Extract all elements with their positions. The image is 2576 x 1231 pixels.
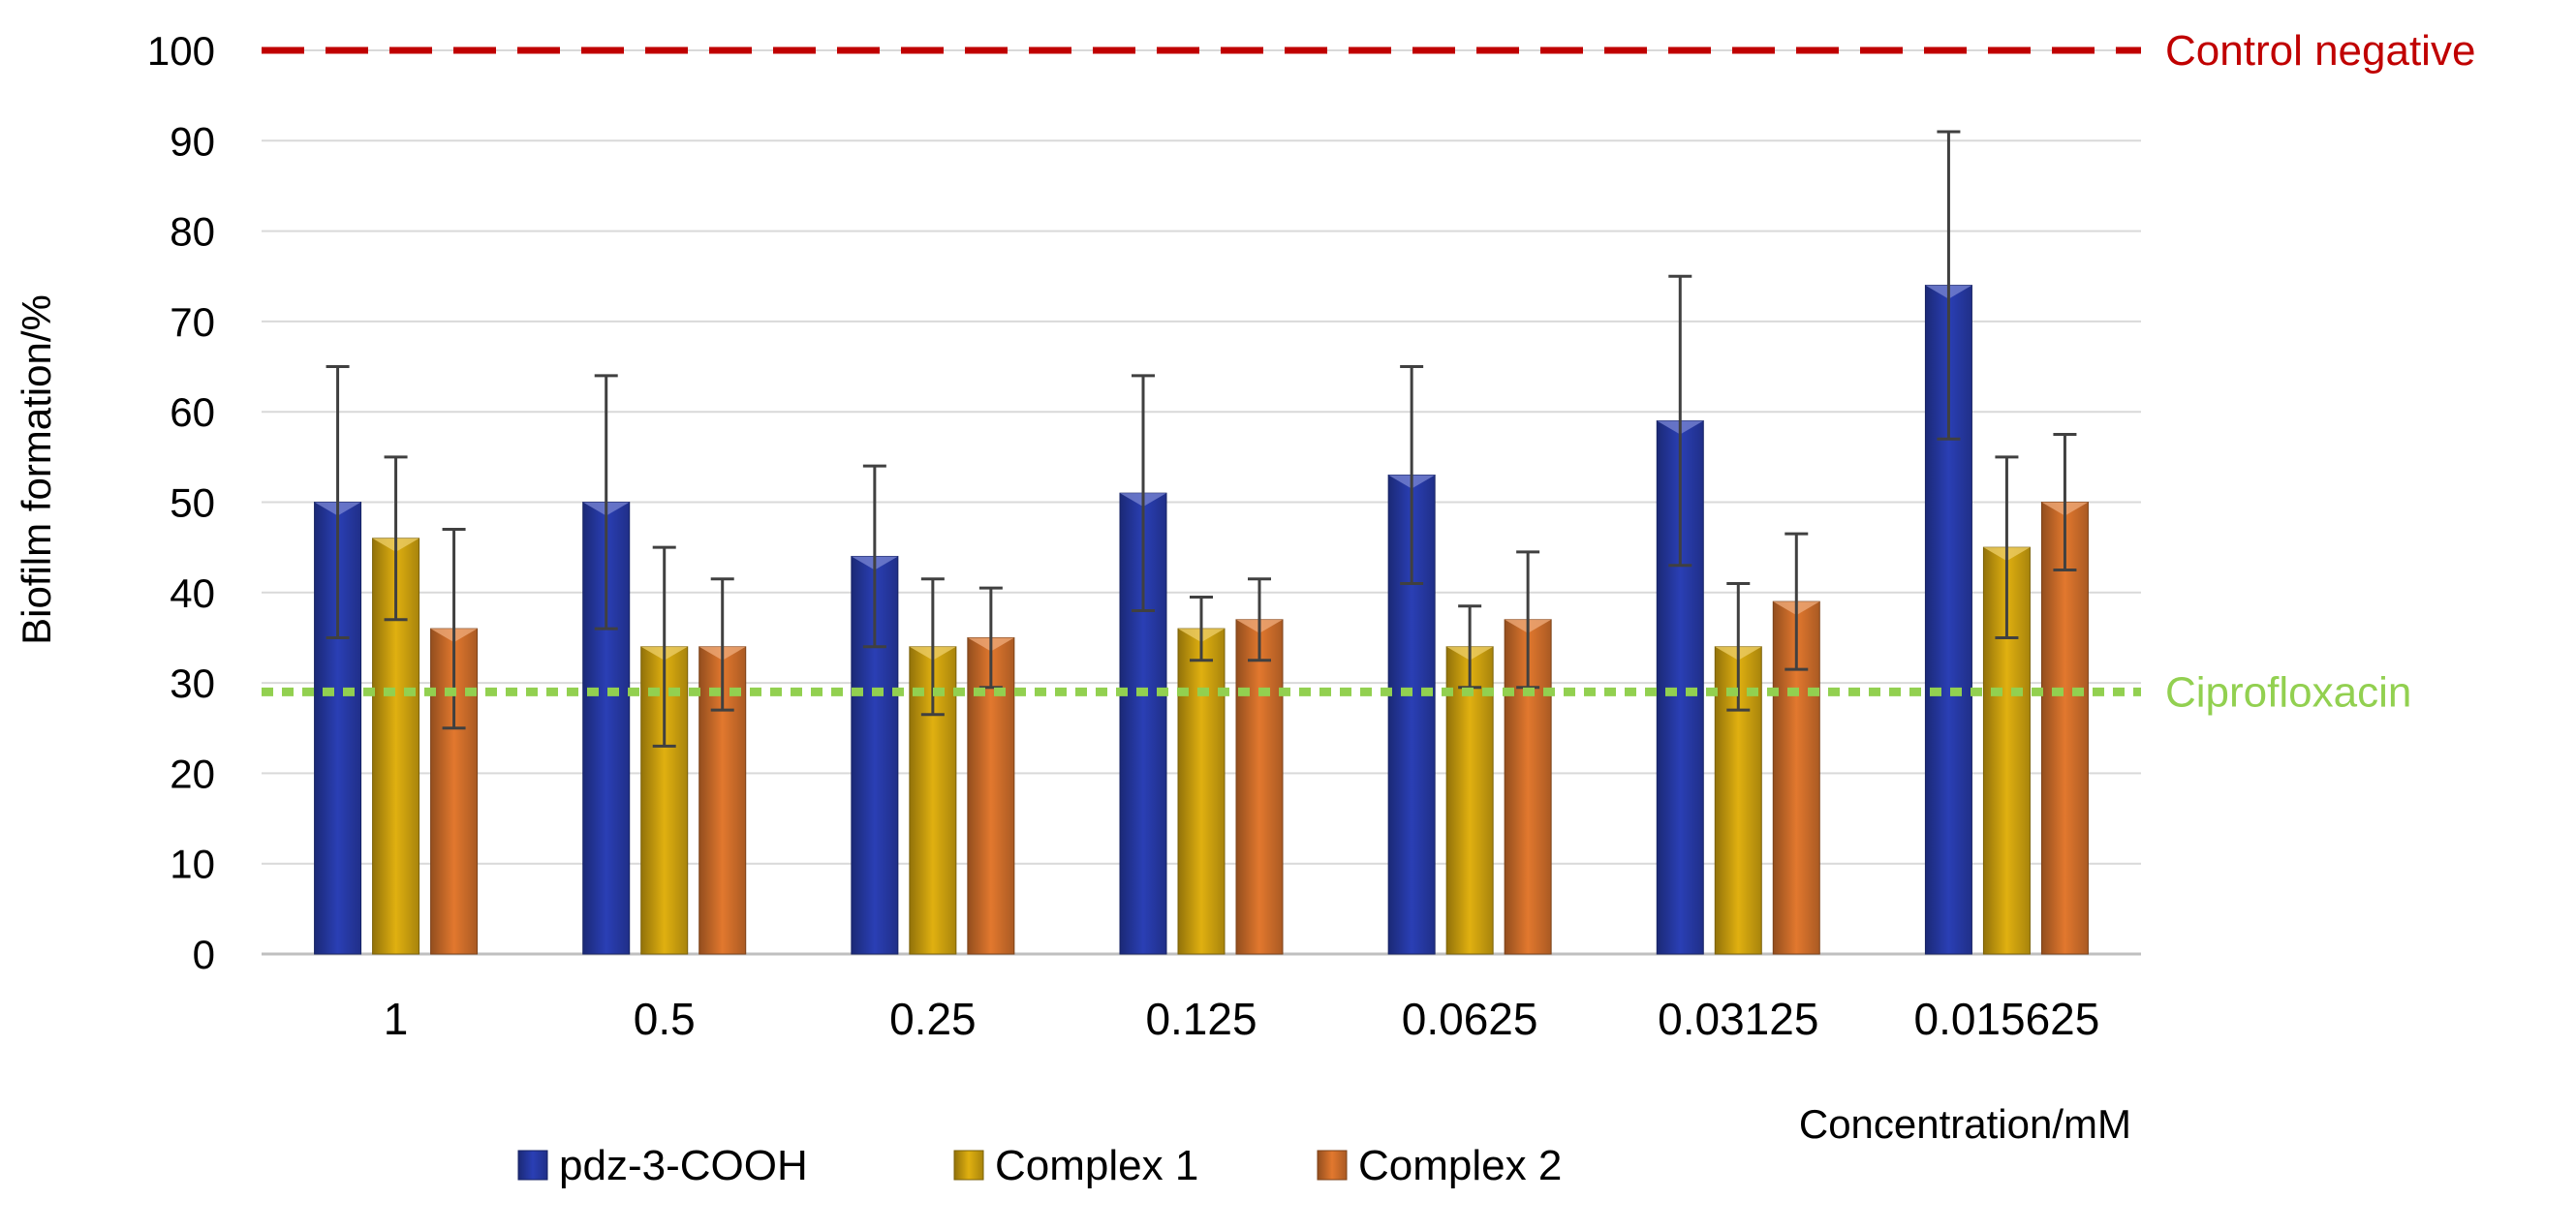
- error-bar: [594, 374, 618, 631]
- y-axis-label: Biofilm formation/%: [14, 294, 59, 645]
- error-bar: [1668, 274, 1692, 568]
- error-bar: [1995, 455, 2019, 639]
- y-tick-label: 70: [170, 299, 215, 345]
- error-bar: [1400, 365, 1424, 585]
- y-tick-label: 50: [170, 480, 215, 526]
- error-bar: [1132, 374, 1155, 612]
- y-tick-label: 20: [170, 751, 215, 796]
- y-tick-label: 40: [170, 570, 215, 616]
- ciprofloxacin-label: Ciprofloxacin: [2165, 668, 2411, 716]
- bar: [1445, 646, 1494, 955]
- legend-swatch: [953, 1150, 984, 1181]
- error-bar: [326, 365, 350, 639]
- error-bar: [1726, 581, 1751, 712]
- x-axis-label: Concentration/mM: [1799, 1101, 2131, 1147]
- x-tick-label: 0.125: [1145, 994, 1257, 1044]
- bar: [1235, 619, 1284, 955]
- y-tick-label: 10: [170, 842, 215, 887]
- error-bar: [2053, 433, 2077, 571]
- error-bar: [1785, 532, 1809, 671]
- bar: [2040, 502, 2089, 955]
- error-bar: [862, 464, 886, 649]
- error-bar: [1190, 595, 1213, 662]
- legend-item: pdz-3-COOH: [517, 1142, 808, 1189]
- x-tick-label: 0.25: [889, 994, 977, 1044]
- x-tick-label: 0.03125: [1658, 994, 1818, 1044]
- y-tick-label: 60: [170, 389, 215, 435]
- error-bar: [710, 577, 734, 712]
- error-bar: [1248, 577, 1271, 662]
- legend-item: Complex 2: [1317, 1142, 1562, 1189]
- y-tick-label: 90: [170, 118, 215, 164]
- error-bar: [652, 545, 676, 748]
- x-tick-label: 0.5: [634, 994, 696, 1044]
- legend: pdz-3-COOH Complex 1 Complex 2: [517, 1142, 1562, 1189]
- legend-label: pdz-3-COOH: [559, 1142, 808, 1189]
- y-tick-label: 30: [170, 661, 215, 706]
- legend-label: Complex 1: [995, 1142, 1198, 1189]
- legend-item: Complex 1: [953, 1142, 1198, 1189]
- legend-swatch: [517, 1150, 548, 1181]
- x-tick-label: 0.015625: [1913, 994, 2099, 1044]
- y-tick-label: 0: [193, 932, 215, 977]
- x-tick-label: 1: [384, 994, 409, 1044]
- error-bar: [1937, 130, 1961, 441]
- x-tick-label: 0.0625: [1402, 994, 1538, 1044]
- error-bar: [920, 577, 945, 717]
- error-bar: [978, 586, 1003, 690]
- bar: [1177, 628, 1226, 955]
- control-negative-label: Control negative: [2165, 27, 2475, 75]
- legend-label: Complex 2: [1358, 1142, 1562, 1189]
- error-bar: [1458, 604, 1482, 690]
- legend-swatch: [1317, 1150, 1348, 1181]
- error-bar: [1516, 550, 1540, 690]
- error-bar: [384, 455, 408, 622]
- y-tick-label: 80: [170, 209, 215, 255]
- y-tick-label: 100: [147, 28, 215, 74]
